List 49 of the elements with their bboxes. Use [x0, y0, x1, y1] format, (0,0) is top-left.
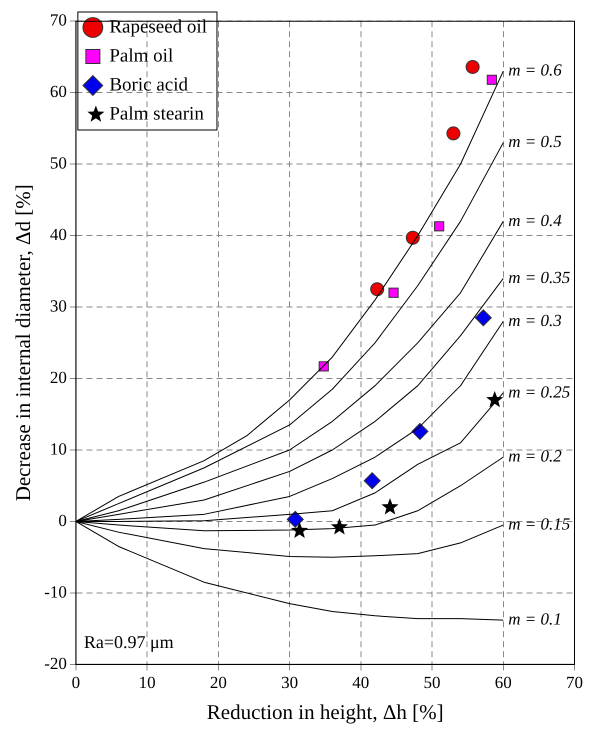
legend-label: Palm oil: [109, 45, 174, 66]
x-tick-label: 70: [566, 673, 583, 692]
series-label: m = 0.2: [508, 446, 562, 466]
y-tick-label: 20: [50, 368, 67, 387]
point: [474, 309, 492, 326]
series-label: m = 0.25: [508, 382, 570, 402]
y-tick-label: -20: [44, 654, 67, 673]
point: [446, 126, 460, 140]
point: [388, 288, 399, 298]
series-label: m = 0.4: [508, 210, 562, 230]
x-tick-label: 50: [424, 673, 441, 692]
point: [466, 60, 480, 74]
point: [286, 510, 304, 528]
y-tick-label: 10: [50, 439, 67, 458]
point: [411, 422, 428, 440]
point: [370, 282, 384, 296]
x-tick-label: 0: [72, 673, 80, 692]
series-label: m = 0.5: [508, 132, 562, 152]
series-label: m = 0.6: [508, 60, 562, 80]
x-tick-label: 10: [138, 673, 156, 692]
y-tick-label: 0: [58, 510, 67, 530]
y-axis-title: Decrease in internal diameter, Δd [%]: [11, 184, 36, 502]
point: [330, 518, 348, 534]
x-tick-label: 60: [494, 673, 512, 692]
series-label: m = 0.15: [508, 514, 570, 534]
point: [406, 230, 420, 245]
point: [364, 472, 381, 490]
series-label: m = 0.35: [508, 268, 570, 287]
x-tick-label: 20: [210, 673, 227, 692]
y-tick-label: 60: [50, 82, 67, 102]
series-label: m = 0.3: [508, 310, 562, 330]
x-axis-title: Reduction in height, Δh [%]: [206, 700, 444, 724]
y-tick-label: 30: [50, 296, 67, 316]
legend-label: Boric acid: [109, 74, 188, 96]
y-tick-label: 50: [50, 154, 67, 173]
y-tick-label: 40: [50, 225, 67, 244]
annotation: Ra=0.97 μm: [84, 632, 174, 652]
y-tick-label: 70: [50, 10, 67, 30]
legend-label: Palm stearin: [109, 103, 204, 124]
point: [290, 522, 308, 538]
legend-label: Rapeseed oil: [109, 16, 207, 38]
point: [486, 74, 497, 85]
series-label: m = 0.1: [508, 610, 562, 629]
y-tick-label: -10: [44, 582, 67, 602]
point: [486, 390, 504, 408]
x-tick-label: 30: [281, 673, 298, 692]
point: [381, 498, 399, 514]
x-tick-label: 40: [352, 673, 370, 692]
point: [434, 221, 444, 232]
